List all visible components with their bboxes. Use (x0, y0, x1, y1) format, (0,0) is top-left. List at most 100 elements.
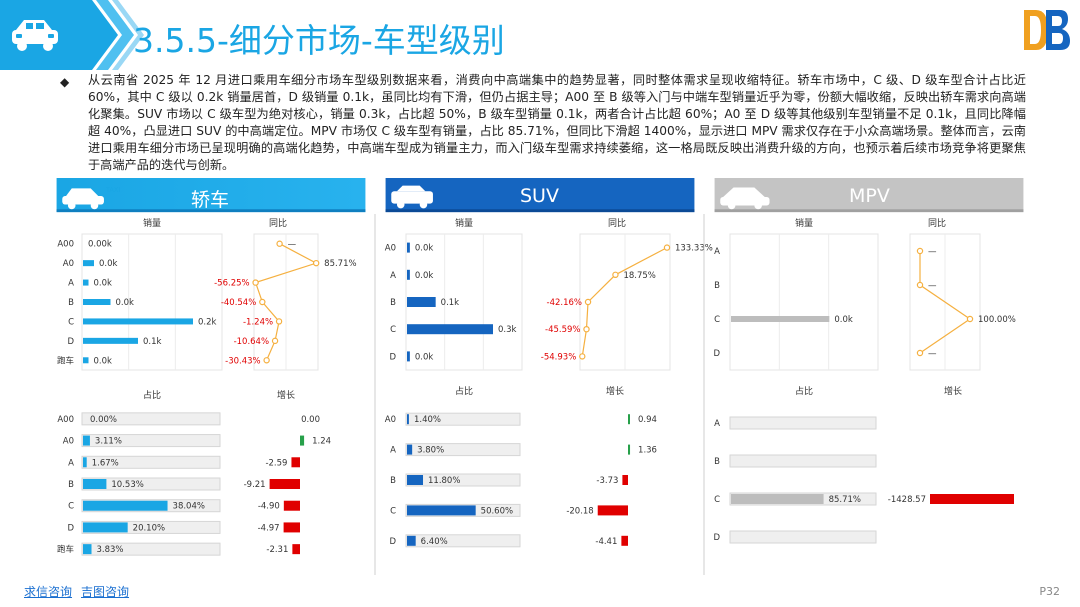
share-track (81, 455, 221, 469)
share-track (405, 443, 521, 457)
share-bar (407, 505, 476, 516)
category-label: D (713, 349, 720, 359)
growth-value-label: -4.90 (258, 502, 280, 512)
growth-value-label: -2.59 (265, 458, 287, 468)
growth-subtitle: 增长 (944, 385, 962, 397)
yoy-value-label: -10.64% (234, 337, 269, 347)
sales-value-label: 0.1k (143, 337, 162, 347)
share-bar (407, 414, 409, 425)
yoy-point (312, 259, 320, 267)
category-label: C (714, 315, 720, 325)
sales-bar (407, 242, 410, 253)
bullet-icon: ◆ (60, 75, 70, 89)
growth-bar (621, 535, 628, 546)
share-track (405, 473, 521, 487)
share-track (405, 412, 521, 426)
sales-value-label: 0.2k (198, 317, 217, 327)
category-label: A (390, 271, 396, 281)
category-label: A0 (63, 437, 74, 447)
yoy-subtitle: 同比 (928, 217, 946, 229)
category-label: A0 (63, 259, 74, 269)
sales-subtitle: 销量 (143, 217, 161, 229)
growth-value-label: -3.73 (596, 476, 618, 486)
category-label: D (67, 337, 74, 347)
yoy-value-label: -56.25% (214, 279, 249, 289)
sales-value-label: 0.1k (441, 298, 460, 308)
share-bar (83, 500, 168, 511)
category-label: A (390, 446, 396, 456)
growth-value-label: 1.36 (638, 446, 657, 456)
share-track (405, 534, 521, 548)
sales-bar (83, 318, 193, 325)
yoy-subtitle: 同比 (608, 217, 626, 229)
footer-link-jitu[interactable]: 吉图咨询 (81, 585, 130, 599)
growth-bar (283, 500, 300, 511)
growth-value-label: -4.41 (595, 537, 617, 547)
yoy-value-label: -54.93% (541, 352, 576, 362)
category-label: B (68, 298, 74, 308)
yoy-point (275, 318, 283, 325)
share-track (729, 454, 877, 468)
mpv-header (714, 178, 1024, 213)
sedan-header: TAXI (56, 178, 366, 213)
brand-logo-icon (1024, 10, 1070, 50)
category-label: C (714, 495, 720, 505)
share-track (729, 530, 877, 544)
mpv-header-label: MPV (849, 185, 890, 207)
sales-subtitle: 销量 (455, 217, 473, 229)
yoy-point (583, 326, 590, 333)
sales-bar (407, 269, 410, 280)
growth-subtitle: 增长 (277, 389, 295, 401)
share-track (81, 542, 221, 556)
yoy-value-label: 18.75% (623, 271, 655, 281)
growth-bar (628, 414, 630, 425)
plot-frame (729, 233, 879, 371)
yoy-point (271, 337, 279, 345)
growth-bar (597, 505, 628, 516)
footer-link-qiuxin[interactable]: 求信咨询 (24, 585, 73, 599)
category-label: D (67, 523, 74, 533)
category-label: A0 (385, 244, 396, 254)
yoy-subtitle: 同比 (269, 217, 287, 229)
sales-value-label: 0.0k (834, 315, 853, 325)
category-label: 跑车 (57, 355, 74, 366)
sales-bar (83, 279, 89, 286)
share-subtitle: 占比 (795, 385, 813, 397)
growth-value-label: 1.24 (312, 437, 331, 447)
yoy-point (263, 357, 270, 364)
sales-value-label: 0.0k (94, 356, 113, 366)
share-value-label: 3.11% (95, 437, 122, 447)
share-bar (83, 522, 128, 533)
share-bar (83, 544, 92, 555)
yoy-value-label: -42.16% (547, 298, 582, 308)
yoy-value-label: -1.24% (243, 317, 273, 327)
sales-bar (83, 260, 94, 267)
category-label: A (714, 247, 720, 257)
category-label: B (390, 476, 396, 486)
sales-bar (83, 299, 111, 305)
header-banner (0, 0, 144, 70)
category-label: B (714, 281, 720, 291)
yoy-value-label: — (928, 349, 937, 359)
sales-bar (83, 357, 89, 364)
share-value-label: 3.83% (97, 545, 124, 555)
category-label: A (68, 279, 74, 289)
sedan-header-label: 轿车 (191, 189, 230, 211)
yoy-point (579, 353, 586, 360)
sales-value-label: 0.0k (99, 259, 118, 269)
yoy-point (612, 271, 619, 278)
growth-bar (628, 444, 631, 455)
yoy-point (966, 315, 974, 323)
growth-value-label: 0.00 (301, 415, 320, 425)
share-value-label: 20.10% (133, 523, 165, 533)
category-label: B (714, 457, 720, 467)
share-bar (83, 479, 107, 489)
yoy-value-label: — (928, 247, 937, 257)
share-track (81, 434, 221, 448)
share-value-label: 85.71% (829, 495, 861, 505)
sales-value-label: 0.0k (94, 279, 113, 289)
category-label: B (390, 298, 396, 308)
